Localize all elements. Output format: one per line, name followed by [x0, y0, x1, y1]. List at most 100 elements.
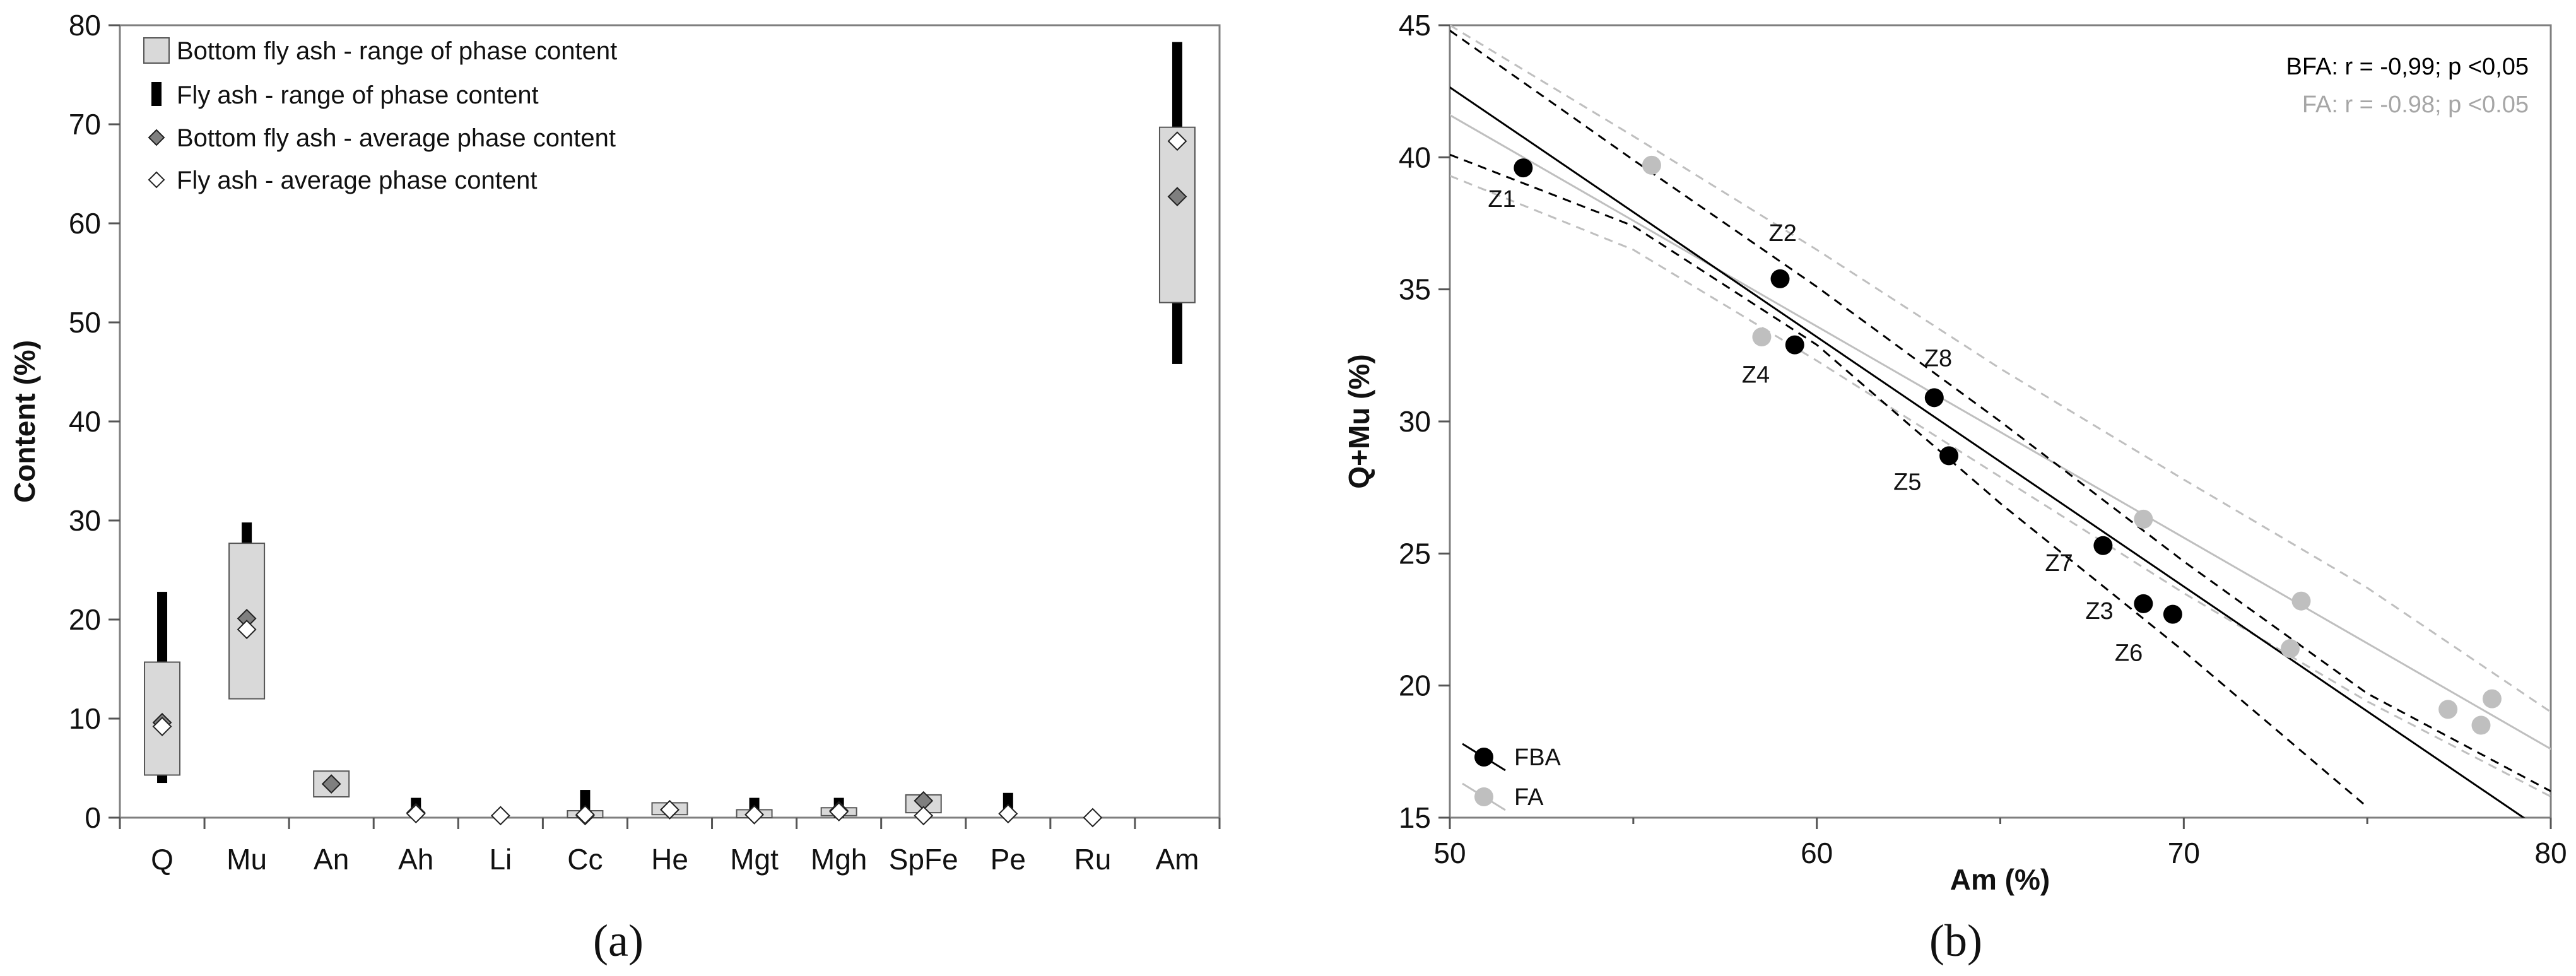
fa-point — [2471, 715, 2491, 735]
y-tick-label: 45 — [1399, 9, 1431, 42]
panel-a-y-ticks: 0 10 20 30 40 50 60 70 80 — [69, 9, 120, 834]
x-tick-label: Ah — [398, 843, 433, 876]
x-tick-label: Pe — [991, 843, 1026, 876]
fa-average-diamond — [237, 620, 257, 640]
x-tick-label: 60 — [1801, 837, 1833, 869]
panel-a-legend: Bottom fly ash - range of phase content F… — [143, 37, 617, 194]
regression-line-fa — [1450, 114, 2551, 750]
point-label: Z5 — [1893, 469, 1921, 495]
fa-average-diamond — [829, 802, 849, 821]
x-tick-label: 50 — [1433, 837, 1466, 869]
y-tick-label: 0 — [85, 801, 101, 834]
fba-point — [1939, 446, 1959, 466]
panel-b-xlabel: Am (%) — [1950, 863, 2050, 896]
confidence-lower-fba — [1450, 153, 2368, 808]
fa-average-diamond — [1083, 808, 1103, 828]
fa-point — [2482, 689, 2502, 708]
point-label: Z4 — [1742, 362, 1770, 389]
y-tick-label: 10 — [69, 702, 101, 735]
panel-b-label: (b) — [1929, 915, 1982, 966]
point-label: Z1 — [1488, 186, 1515, 213]
x-tick-label: An — [314, 843, 349, 876]
y-tick-label: 50 — [69, 306, 101, 339]
point-label: Z2 — [1769, 220, 1797, 247]
y-tick-label: 30 — [1399, 405, 1431, 438]
panel-b-annotation-fa: FA: r = -0.98; p <0.05 — [2302, 91, 2529, 118]
panel-b-ylabel: Q+Mu (%) — [1343, 354, 1375, 488]
y-tick-label: 20 — [1399, 669, 1431, 702]
panel-a-ylabel: Content (%) — [8, 340, 41, 503]
fa-average-diamond — [998, 804, 1018, 824]
y-tick-label: 25 — [1399, 537, 1431, 570]
confidence-upper-fba — [1450, 30, 2551, 792]
y-tick-label: 20 — [69, 603, 101, 636]
panel-b-x-ticks: 50 60 70 80 — [1433, 818, 2567, 869]
bfa-average-diamond — [1167, 187, 1187, 207]
bfa-average-diamond — [321, 774, 341, 794]
x-tick-label: Am — [1155, 843, 1199, 876]
x-tick-label: Mgt — [730, 843, 779, 876]
legend-swatch-bfa-range — [143, 37, 170, 64]
fa-average-diamond — [490, 806, 510, 826]
y-tick-label: 40 — [1399, 141, 1431, 173]
x-tick-label: SpFe — [889, 843, 958, 876]
fba-point — [1785, 335, 1804, 355]
legend-label: Bottom fly ash - range of phase content — [177, 37, 617, 65]
fa-average-diamond — [744, 804, 764, 825]
fba-point — [2093, 536, 2113, 555]
fa-average-diamond — [914, 806, 934, 826]
x-tick-label: Ru — [1074, 843, 1111, 876]
bfa-range-box — [1158, 126, 1196, 303]
x-tick-label: Mgh — [811, 843, 867, 876]
x-tick-label: Cc — [567, 843, 603, 876]
x-tick-label: Li — [489, 843, 512, 876]
y-tick-label: 60 — [69, 207, 101, 240]
panel-b-annotation-bfa: BFA: r = -0,99; p <0,05 — [2286, 54, 2529, 80]
legend-label: FBA — [1514, 744, 1561, 771]
fa-point — [2438, 700, 2458, 719]
fba-point — [2134, 594, 2153, 613]
legend-label: FA — [1514, 784, 1544, 811]
panel-a-marks — [144, 42, 1196, 828]
legend-swatch-fa-range — [151, 82, 162, 106]
fba-point — [1924, 388, 1944, 408]
y-tick-label: 80 — [69, 9, 101, 42]
fa-average-diamond — [406, 804, 426, 824]
fa-average-diamond — [1167, 131, 1187, 151]
legend-swatch-bfa-average — [148, 129, 165, 146]
x-tick-label: Mu — [226, 843, 267, 876]
panel-b-lines — [1450, 25, 2551, 818]
point-label: Z7 — [2045, 550, 2073, 577]
y-tick-label: 35 — [1399, 273, 1431, 306]
legend-marker — [1474, 787, 1493, 806]
confidence-upper-fa — [1450, 25, 2551, 713]
legend-swatch-fa-average — [148, 171, 165, 189]
fa-point — [1752, 327, 1772, 347]
x-tick-label: Q — [151, 843, 173, 876]
fa-point — [2281, 639, 2300, 659]
y-tick-label: 30 — [69, 504, 101, 537]
legend-marker — [1474, 748, 1493, 767]
point-label: Z8 — [1924, 345, 1952, 372]
panel-a-label: (a) — [593, 915, 644, 966]
fa-range-bar — [242, 522, 252, 544]
fa-point — [1642, 155, 1661, 175]
legend-label: Fly ash - average phase content — [177, 167, 537, 194]
point-label: Z6 — [2115, 640, 2143, 667]
legend-label: Bottom fly ash - average phase content — [177, 124, 616, 152]
x-tick-label: 70 — [2168, 837, 2200, 869]
fa-average-diamond — [152, 717, 172, 736]
panel-b-y-ticks: 15 20 25 30 35 40 45 — [1399, 9, 1450, 834]
point-label: Z3 — [2085, 598, 2113, 625]
panel-b-chart: 15 20 25 30 35 40 45 50 60 70 80 Z1 Z2 Z4 Z8 Z5 Z7 Z3Z6… — [1343, 9, 2567, 966]
fba-point — [1770, 269, 1790, 288]
panel-a-x-ticks: Q Mu An Ah Li Cc He Mgt Mgh SpFe Pe Ru Am — [119, 818, 1221, 876]
confidence-lower-fa — [1450, 175, 2551, 797]
fa-average-diamond — [660, 800, 679, 820]
panel-a-chart: 0 10 20 30 40 50 60 70 80 Q Mu An Ah Li Cc He Mgt Mgh SpF… — [8, 9, 1221, 966]
regression-line-fba — [1450, 86, 2526, 818]
y-tick-label: 15 — [1399, 801, 1431, 834]
x-tick-label: He — [651, 843, 688, 876]
